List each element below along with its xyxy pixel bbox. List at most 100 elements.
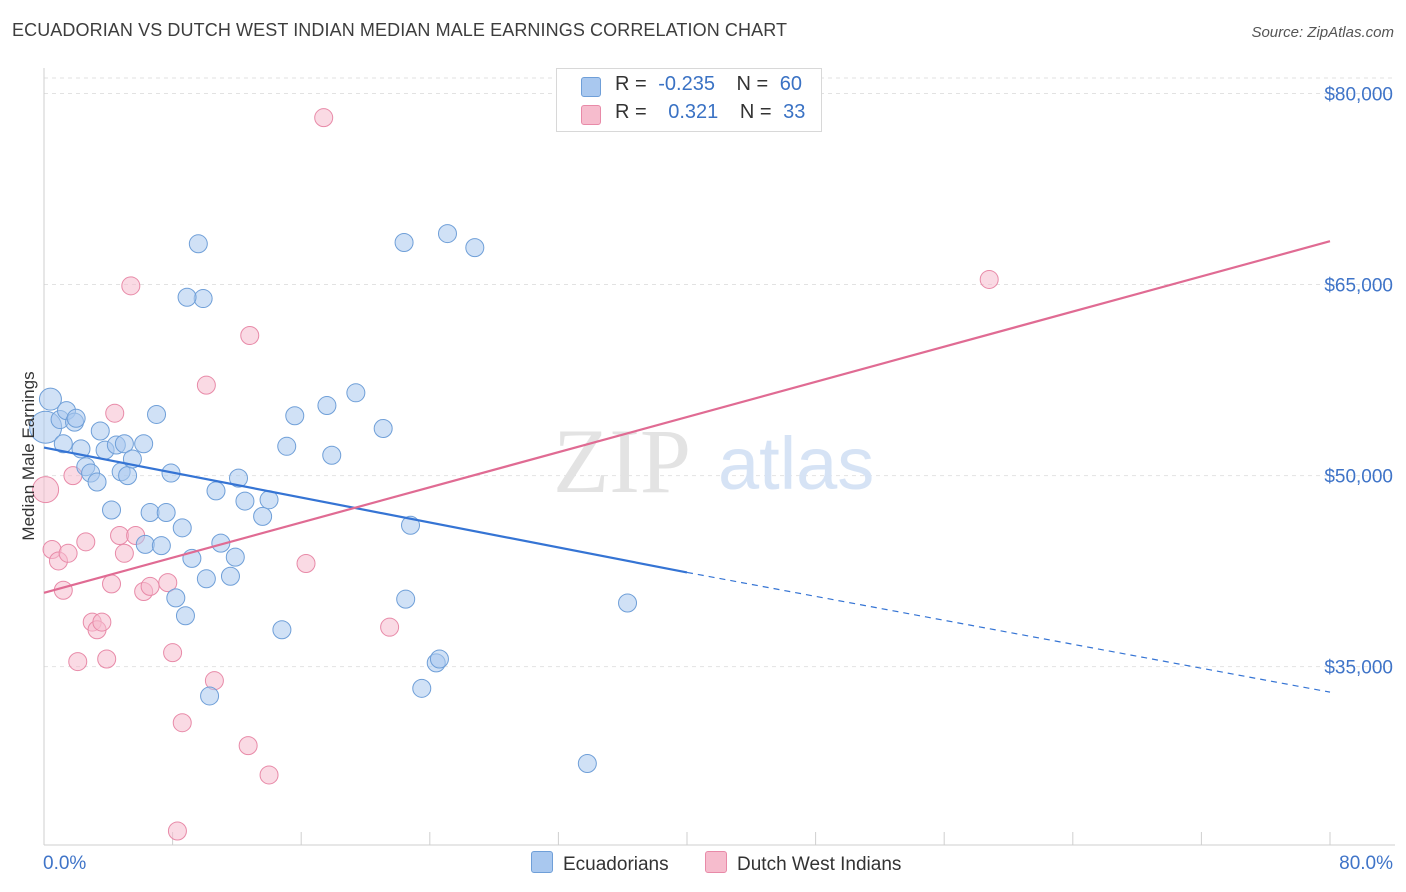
trend-lines <box>43 240 1331 693</box>
point-dutch-west-indians <box>92 612 112 632</box>
point-ecuadorians <box>166 588 186 608</box>
point-ecuadorians <box>225 547 245 567</box>
point-dutch-west-indians <box>102 574 122 594</box>
y-tick-label: $80,000 <box>1324 84 1393 105</box>
point-dutch-west-indians <box>114 543 134 563</box>
point-ecuadorians <box>172 518 192 538</box>
y-tick-label: $65,000 <box>1324 276 1393 297</box>
point-ecuadorians <box>272 620 292 640</box>
bottom-legend-dutch-west-indians: Dutch West Indians <box>705 851 901 876</box>
point-ecuadorians <box>193 289 213 309</box>
point-ecuadorians <box>277 436 297 456</box>
trend-ecuadorians-extrapolated <box>686 571 1331 693</box>
point-dutch-west-indians <box>158 573 178 593</box>
legend-n-value: 60 <box>779 73 803 95</box>
point-ecuadorians <box>135 534 155 554</box>
y-axis-label: Median Male Earnings <box>19 371 38 540</box>
point-ecuadorians <box>396 589 416 609</box>
point-ecuadorians <box>394 233 414 253</box>
point-ecuadorians <box>577 753 597 773</box>
point-dutch-west-indians <box>296 553 316 573</box>
point-dutch-west-indians <box>110 525 130 545</box>
axes <box>43 68 1395 846</box>
point-ecuadorians <box>322 445 342 465</box>
series-dutch-west-indians-points <box>32 108 999 841</box>
trend-dutch-west-indians <box>43 240 1331 594</box>
point-ecuadorians <box>346 383 366 403</box>
legend-swatch-blue <box>531 851 553 873</box>
point-dutch-west-indians <box>380 617 400 637</box>
watermark: ZIP atlas <box>553 410 874 512</box>
legend-r-value: -0.235 <box>658 73 715 95</box>
point-ecuadorians <box>317 396 337 416</box>
legend-label-ecuadorians: Ecuadorians <box>563 854 669 875</box>
point-ecuadorians <box>175 606 195 626</box>
point-dutch-west-indians <box>32 476 60 504</box>
legend-r-label: R = <box>615 73 647 95</box>
point-ecuadorians <box>118 466 138 486</box>
point-ecuadorians <box>229 468 249 488</box>
legend-n-label: N = <box>739 101 772 123</box>
point-dutch-west-indians <box>58 543 78 563</box>
point-ecuadorians <box>412 678 432 698</box>
point-ecuadorians <box>429 649 449 669</box>
point-dutch-west-indians <box>196 375 216 395</box>
point-ecuadorians <box>134 434 154 454</box>
point-ecuadorians <box>253 506 273 526</box>
chart-title: ECUADORIAN VS DUTCH WEST INDIAN MEDIAN M… <box>12 20 788 40</box>
point-ecuadorians <box>66 408 86 428</box>
legend-swatch-pink <box>581 105 601 125</box>
legend-n-value: 33 <box>783 101 806 123</box>
legend-label-dutch-west-indians: Dutch West Indians <box>737 854 902 875</box>
point-ecuadorians <box>156 503 176 523</box>
point-ecuadorians <box>151 536 171 556</box>
legend-swatch-pink <box>705 851 727 873</box>
point-dutch-west-indians <box>167 821 187 841</box>
point-dutch-west-indians <box>140 576 160 596</box>
point-ecuadorians <box>87 472 107 492</box>
tick-labels: $35,000 $50,000 $65,000 $80,000 0.0% 80.0% <box>43 84 1393 874</box>
point-ecuadorians <box>373 418 393 438</box>
point-dutch-west-indians <box>76 532 96 552</box>
point-ecuadorians <box>285 406 305 426</box>
point-ecuadorians <box>53 434 73 454</box>
legend-swatch-blue <box>581 77 601 97</box>
point-dutch-west-indians <box>172 713 192 733</box>
point-ecuadorians <box>147 404 167 424</box>
point-ecuadorians <box>140 503 160 523</box>
legend-r-label: R = <box>615 101 647 123</box>
point-ecuadorians <box>465 238 485 258</box>
x-tick-label-min: 0.0% <box>43 853 86 874</box>
point-dutch-west-indians <box>105 403 125 423</box>
point-ecuadorians <box>102 500 122 520</box>
point-ecuadorians <box>437 224 457 244</box>
point-ecuadorians <box>200 686 220 706</box>
point-ecuadorians <box>235 491 255 511</box>
point-ecuadorians <box>188 234 208 254</box>
point-dutch-west-indians <box>121 276 141 296</box>
watermark-atlas: atlas <box>718 422 874 505</box>
point-ecuadorians <box>401 515 421 535</box>
y-tick-label: $50,000 <box>1324 467 1393 488</box>
point-dutch-west-indians <box>240 325 260 345</box>
point-ecuadorians <box>38 387 62 411</box>
point-ecuadorians <box>196 569 216 589</box>
point-ecuadorians <box>177 287 197 307</box>
bottom-legend-ecuadorians: Ecuadorians <box>531 851 669 876</box>
trend-ecuadorians <box>43 446 688 574</box>
point-ecuadorians <box>618 593 638 613</box>
point-dutch-west-indians <box>68 652 88 672</box>
point-dutch-west-indians <box>97 649 117 669</box>
legend-n-label: N = <box>736 73 769 95</box>
source-label: Source: ZipAtlas.com <box>1251 24 1394 41</box>
correlation-legend: R = -0.235 N = 60 R = 0.321 N = 33 <box>556 68 822 132</box>
point-dutch-west-indians <box>314 108 334 128</box>
point-ecuadorians <box>220 566 240 586</box>
legend-r-value: 0.321 <box>668 101 719 123</box>
series-ecuadorians-points <box>29 224 638 773</box>
y-tick-label: $35,000 <box>1324 658 1393 679</box>
point-dutch-west-indians <box>163 643 183 663</box>
point-dutch-west-indians <box>259 765 279 785</box>
point-ecuadorians <box>90 421 110 441</box>
